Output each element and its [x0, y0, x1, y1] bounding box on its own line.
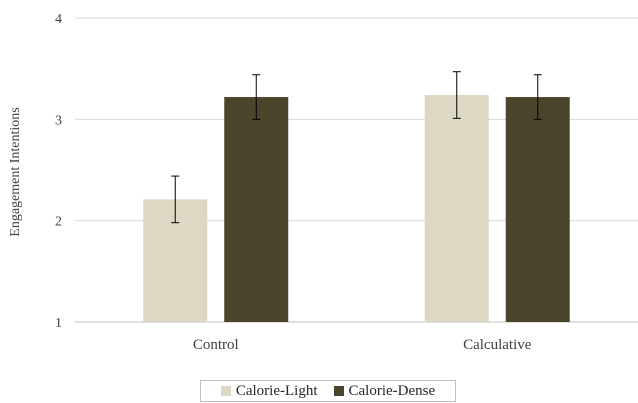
x-tick-label: Calculative: [463, 337, 532, 353]
x-tick-labels: Control Calculative: [193, 337, 532, 353]
y-tick-label: 3: [55, 113, 62, 128]
y-tick-label: 2: [55, 215, 62, 230]
y-tick-label: 1: [55, 316, 62, 331]
error-bars: [171, 71, 542, 224]
x-tick-label: Control: [193, 337, 239, 353]
bars: [143, 95, 570, 322]
legend-swatch-light: [220, 386, 231, 396]
legend-item-dense: Calorie-Dense: [333, 382, 436, 400]
bar-calculative-light: [424, 95, 489, 322]
bar-calculative-dense: [505, 97, 570, 322]
chart-svg: 1 2 3 4 Control Calculative Engagement Inten…: [8, 12, 638, 353]
legend-label-light: Calorie-Light: [235, 382, 318, 399]
legend-swatch-dense: [333, 386, 344, 396]
legend-label-dense: Calorie-Dense: [348, 382, 436, 399]
y-axis-label: Engagement Intentions: [8, 107, 23, 236]
bar-control-dense: [224, 97, 289, 322]
legend: Calorie-Light Calorie-Dense: [200, 380, 456, 402]
y-tick-labels: 1 2 3 4: [55, 12, 62, 331]
legend-item-light: Calorie-Light: [220, 382, 318, 400]
y-tick-label: 4: [55, 12, 62, 27]
